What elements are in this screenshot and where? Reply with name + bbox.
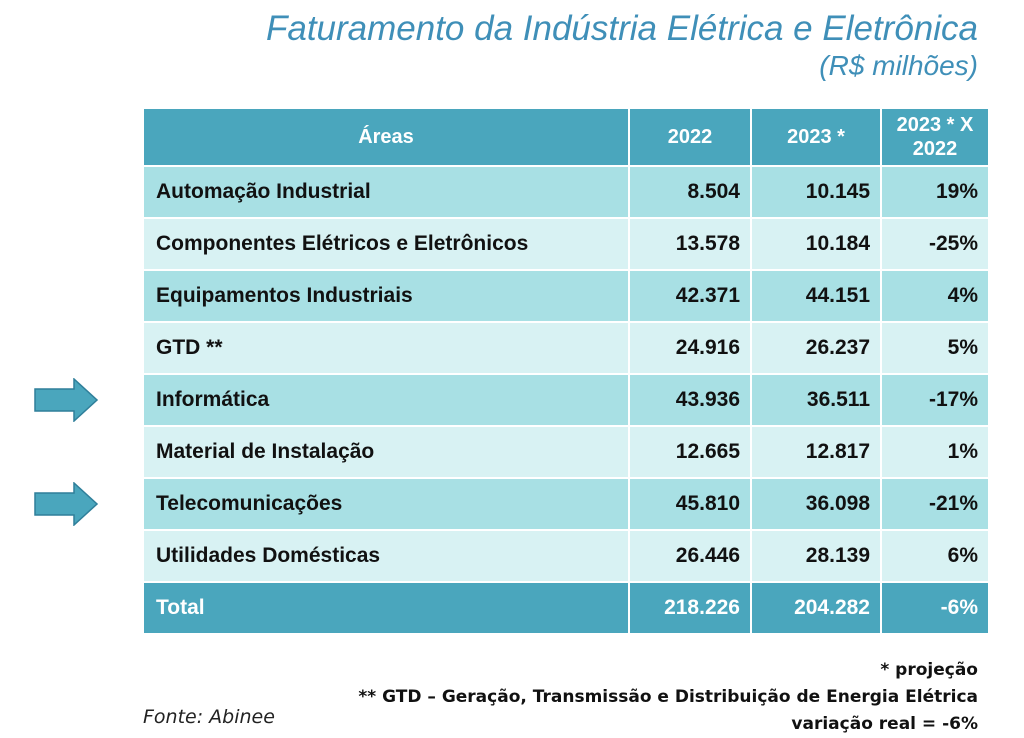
row-area: Telecomunicações	[142, 477, 630, 531]
row-change: 6%	[880, 529, 990, 583]
footnote-real-variation: variação real = -6%	[791, 714, 978, 734]
row-2023: 36.511	[750, 373, 882, 427]
row-area: Informática	[142, 373, 630, 427]
header-areas: Áreas	[142, 107, 630, 167]
table-row: Componentes Elétricos e Eletrônicos 13.57…	[142, 217, 990, 271]
row-change: -21%	[880, 477, 990, 531]
footnotes: * projeção ** GTD – Geração, Transmissão…	[358, 657, 978, 738]
row-change: 19%	[880, 165, 990, 219]
total-row: Total 218.226 204.282 -6%	[142, 581, 990, 635]
row-2023: 26.237	[750, 321, 882, 375]
row-2022: 24.916	[628, 321, 752, 375]
row-area: Equipamentos Industriais	[142, 269, 630, 323]
row-change: -25%	[880, 217, 990, 271]
row-2023: 44.151	[750, 269, 882, 323]
row-2022: 8.504	[628, 165, 752, 219]
total-label: Total	[142, 581, 630, 635]
row-change: 5%	[880, 321, 990, 375]
row-2022: 43.936	[628, 373, 752, 427]
arrow-right-icon	[34, 482, 98, 526]
page-subtitle: (R$ milhões)	[819, 50, 978, 81]
table-header: Áreas 2022 2023 * 2023 * X 2022	[142, 107, 990, 167]
footnote-gtd: ** GTD – Geração, Transmissão e Distribu…	[358, 687, 978, 707]
table-row: Utilidades Domésticas 26.446 28.139 6%	[142, 529, 990, 583]
table-row: Equipamentos Industriais 42.371 44.151 4%	[142, 269, 990, 323]
row-2022: 13.578	[628, 217, 752, 271]
row-area: GTD **	[142, 321, 630, 375]
row-change: 1%	[880, 425, 990, 479]
table-row: Material de Instalação 12.665 12.817 1%	[142, 425, 990, 479]
table-row: GTD ** 24.916 26.237 5%	[142, 321, 990, 375]
total-2022: 218.226	[628, 581, 752, 635]
row-2023: 10.145	[750, 165, 882, 219]
header-2023: 2023 *	[750, 107, 882, 167]
header-2022: 2022	[628, 107, 752, 167]
header-change: 2023 * X 2022	[880, 107, 990, 167]
total-change: -6%	[880, 581, 990, 635]
row-area: Componentes Elétricos e Eletrônicos	[142, 217, 630, 271]
total-2023: 204.282	[750, 581, 882, 635]
revenue-table: Áreas 2022 2023 * 2023 * X 2022 Automaçã…	[142, 107, 990, 635]
row-change: -17%	[880, 373, 990, 427]
row-area: Automação Industrial	[142, 165, 630, 219]
row-2022: 26.446	[628, 529, 752, 583]
row-2023: 12.817	[750, 425, 882, 479]
row-2022: 12.665	[628, 425, 752, 479]
row-2022: 42.371	[628, 269, 752, 323]
table-row: Informática 43.936 36.511 -17%	[142, 373, 990, 427]
footnote-projection: * projeção	[880, 660, 978, 680]
row-area: Material de Instalação	[142, 425, 630, 479]
table-footer: Total 218.226 204.282 -6%	[142, 581, 990, 635]
arrow-right-icon	[34, 378, 98, 422]
table-row: Telecomunicações 45.810 36.098 -21%	[142, 477, 990, 531]
row-2023: 10.184	[750, 217, 882, 271]
row-area: Utilidades Domésticas	[142, 529, 630, 583]
row-2023: 28.139	[750, 529, 882, 583]
page-title: Faturamento da Indústria Elétrica e Elet…	[265, 9, 978, 48]
table-body: Automação Industrial 8.504 10.145 19% Compon…	[142, 165, 990, 583]
source-label: Fonte: Abinee	[143, 706, 275, 728]
row-2022: 45.810	[628, 477, 752, 531]
row-change: 4%	[880, 269, 990, 323]
title-block: Faturamento da Indústria Elétrica e Elet…	[266, 8, 978, 82]
table-row: Automação Industrial 8.504 10.145 19%	[142, 165, 990, 219]
row-2023: 36.098	[750, 477, 882, 531]
